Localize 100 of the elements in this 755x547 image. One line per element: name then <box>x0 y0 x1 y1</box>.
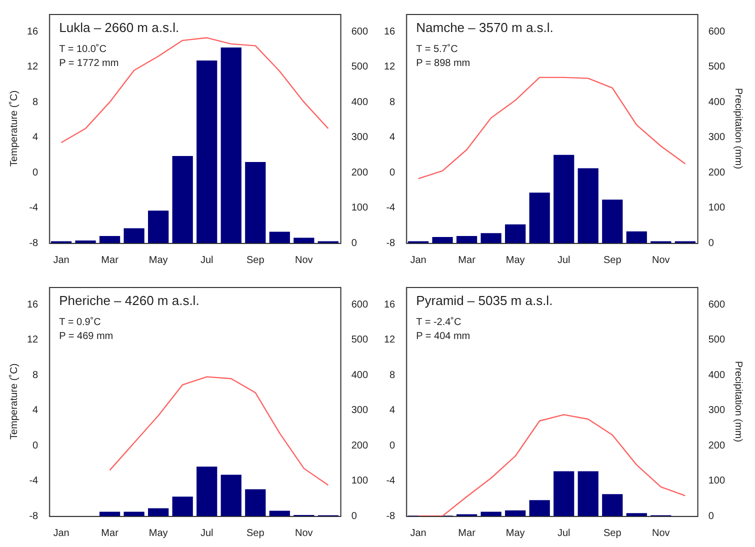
y-tick-label: 8 <box>390 96 396 108</box>
bar <box>245 489 266 516</box>
y2-tick-label: 300 <box>708 405 726 416</box>
y2-tick-label: 500 <box>351 62 368 73</box>
y2-tick-label: 500 <box>708 334 726 346</box>
annotation: P = 1772 mm <box>59 58 119 69</box>
bar <box>505 224 526 243</box>
annotation: T = -2.4˚C <box>416 316 462 328</box>
bar <box>578 471 598 516</box>
x-tick-label: Mar <box>101 254 120 266</box>
x-tick-label: Nov <box>652 254 670 266</box>
y-tick-label: 4 <box>32 132 39 144</box>
x-tick-label: Jan <box>53 528 70 539</box>
y2-tick-label: 200 <box>708 167 726 178</box>
x-tick-label: Nov <box>295 528 313 539</box>
bar <box>196 60 218 243</box>
y2-tick-label: 200 <box>351 167 368 178</box>
x-tick-label: Sep <box>246 254 265 266</box>
bar <box>172 156 193 243</box>
y-tick-label: -4 <box>386 202 396 214</box>
x-tick-label: Mar <box>458 254 476 266</box>
y2-tick-label: 300 <box>708 132 726 144</box>
y-tick-label: 0 <box>390 440 396 452</box>
y-tick-label: 16 <box>384 26 396 38</box>
x-tick-label: Jan <box>410 254 426 266</box>
y2-tick-label: 0 <box>708 238 714 249</box>
bar <box>294 238 314 243</box>
bar <box>269 510 290 516</box>
bar <box>602 200 623 243</box>
y2-tick-label: 100 <box>708 202 726 214</box>
bar <box>529 192 550 243</box>
y-tick-label: -8 <box>386 238 396 249</box>
y-tick-label: -8 <box>386 510 396 522</box>
y2-tick-label: 200 <box>708 440 726 452</box>
bar <box>220 47 242 243</box>
text: Lukla – 2660 m a.s.l. <box>59 20 180 36</box>
y-tick-label: 4 <box>390 132 396 144</box>
x-tick-label: May <box>148 254 168 266</box>
bar <box>220 474 242 516</box>
annotation: P = 469 mm <box>59 330 114 342</box>
y2-tick-label: 100 <box>351 476 368 487</box>
annotation: P = 898 mm <box>416 58 470 69</box>
y-tick-label: 12 <box>384 334 396 346</box>
y-tick-label: 4 <box>390 405 396 416</box>
bar <box>505 510 526 516</box>
bar <box>172 496 193 516</box>
x-tick-label: Jan <box>410 528 426 539</box>
bar <box>124 228 144 243</box>
y2-tick-label: 400 <box>708 370 726 381</box>
bar <box>148 508 169 516</box>
y2-tick-label: 0 <box>351 238 358 249</box>
text: Pyramid – 5035 m a.s.l. <box>416 293 553 308</box>
annotation: P = 404 mm <box>416 330 470 342</box>
y2-tick-label: 300 <box>351 132 368 144</box>
bar <box>602 494 623 516</box>
y-tick-label: -4 <box>386 476 396 487</box>
y2-tick-label: 400 <box>708 96 726 108</box>
x-tick-label: May <box>506 528 525 539</box>
y2-tick-label: 0 <box>708 510 714 522</box>
annotation: T = 10.0˚C <box>59 42 106 55</box>
x-tick-label: Sep <box>603 254 622 266</box>
y-tick-label: 8 <box>32 96 39 108</box>
y2-tick-label: 100 <box>708 476 726 487</box>
bar <box>529 500 550 516</box>
y-tick-label: -8 <box>29 238 39 249</box>
y2-tick-label: 600 <box>708 299 726 310</box>
bar <box>578 168 598 243</box>
bar <box>480 512 502 516</box>
bar <box>148 210 169 243</box>
y2-axis-title: Precipitation (mm) <box>732 88 744 170</box>
y-tick-label: -4 <box>29 202 39 214</box>
y-tick-label: 8 <box>32 370 39 381</box>
y-tick-label: 0 <box>390 167 396 178</box>
x-tick-label: Sep <box>603 528 622 539</box>
y-tick-label: 8 <box>390 370 396 381</box>
bar <box>554 471 574 516</box>
x-tick-label: Mar <box>458 528 476 539</box>
bar <box>480 233 502 243</box>
annotation: T = 5.7˚C <box>416 42 458 55</box>
annotation: T = 0.9˚C <box>59 316 101 328</box>
x-tick-label: Jul <box>557 254 570 266</box>
y-tick-label: 12 <box>27 62 39 73</box>
y2-tick-label: 0 <box>351 510 358 522</box>
y2-tick-label: 100 <box>351 202 368 214</box>
bar <box>456 236 478 243</box>
x-tick-label: Jul <box>200 528 214 539</box>
y2-tick-label: 300 <box>351 405 368 416</box>
y-tick-label: 0 <box>32 440 39 452</box>
y-tick-label: -8 <box>29 510 39 522</box>
bar <box>196 466 218 516</box>
text: Namche – 3570 m a.s.l. <box>416 20 554 36</box>
y-tick-label: 12 <box>27 334 39 346</box>
bar <box>99 512 120 516</box>
x-tick-label: Jul <box>200 254 214 266</box>
y2-tick-label: 600 <box>351 26 368 38</box>
y-axis-title: Temperature (˚C) <box>8 363 20 440</box>
bar <box>245 162 266 243</box>
x-tick-label: Nov <box>652 528 670 539</box>
y-axis-title: Temperature (˚C) <box>8 90 20 167</box>
x-tick-label: Jan <box>53 254 70 266</box>
